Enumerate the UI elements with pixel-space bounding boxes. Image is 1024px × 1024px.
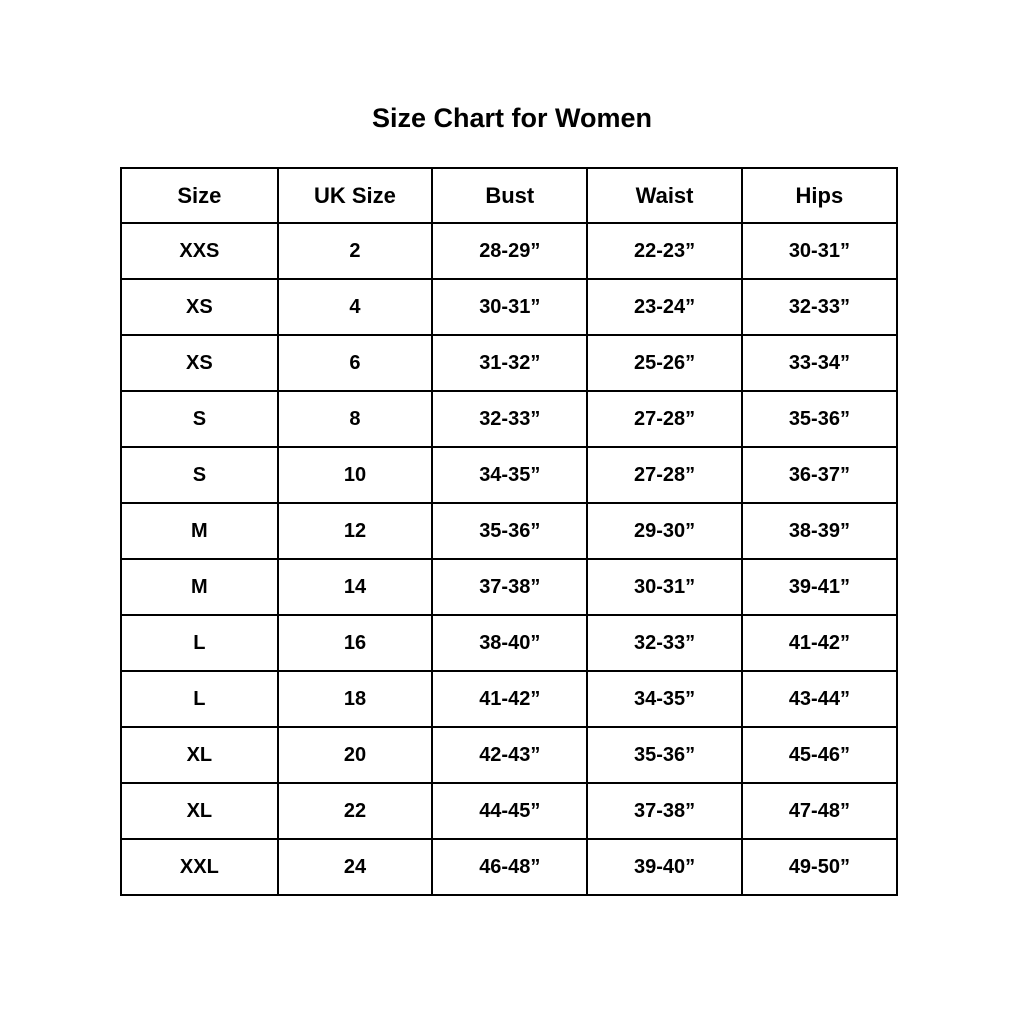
table-cell: 44-45” [431,782,589,840]
table-cell: 18 [276,670,434,728]
table-row: L 18 41-42” 34-35” 43-44” [120,670,899,728]
table-cell: 8 [276,390,434,448]
table-cell: 14 [276,558,434,616]
table-cell: L [120,670,279,728]
table-row: M 12 35-36” 29-30” 38-39” [120,502,899,560]
table-cell: 47-48” [740,782,899,840]
table-row: M 14 37-38” 30-31” 39-41” [120,558,899,616]
table-cell: S [120,446,279,504]
table-cell: 4 [276,278,434,336]
table-cell: 37-38” [431,558,589,616]
table-cell: 32-33” [740,278,899,336]
table-cell: 28-29” [431,222,589,280]
table-cell: 20 [276,726,434,784]
table-cell: 32-33” [586,614,743,672]
table-cell: 30-31” [586,558,743,616]
table-cell: L [120,614,279,672]
table-cell: 23-24” [586,278,743,336]
table-cell: 49-50” [740,838,899,896]
table-cell: 41-42” [431,670,589,728]
table-cell: 43-44” [740,670,899,728]
table-cell: 22-23” [586,222,743,280]
table-cell: 38-39” [740,502,899,560]
column-header-uk-size: UK Size [276,167,434,224]
table-cell: 34-35” [431,446,589,504]
table-cell: XXS [120,222,279,280]
table-row: XS 6 31-32” 25-26” 33-34” [120,334,899,392]
table-cell: 37-38” [586,782,743,840]
table-cell: XL [120,782,279,840]
table-cell: 36-37” [740,446,899,504]
header-row: Size UK Size Bust Waist Hips [120,167,899,224]
table-row: XL 22 44-45” 37-38” 47-48” [120,782,899,840]
table-row: XXL 24 46-48” 39-40” 49-50” [120,838,899,896]
column-header-size: Size [120,167,279,224]
column-header-waist: Waist [586,167,743,224]
table-cell: M [120,558,279,616]
table-cell: 35-36” [431,502,589,560]
page-title: Size Chart for Women [371,103,653,133]
table-row: XXS 2 28-29” 22-23” 30-31” [120,222,899,280]
table-cell: 39-40” [586,838,743,896]
table-cell: 10 [276,446,434,504]
table-cell: 27-28” [586,446,743,504]
table-cell: 31-32” [431,334,589,392]
table-cell: 32-33” [431,390,589,448]
table-cell: 45-46” [740,726,899,784]
column-header-bust: Bust [431,167,589,224]
table-cell: 35-36” [586,726,743,784]
table-cell: 24 [276,838,434,896]
table-cell: 29-30” [586,502,743,560]
table-cell: 22 [276,782,434,840]
table-cell: 27-28” [586,390,743,448]
table-row: S 10 34-35” 27-28” 36-37” [120,446,899,504]
table-cell: XS [120,334,279,392]
table-cell: 2 [276,222,434,280]
table-row: L 16 38-40” 32-33” 41-42” [120,614,899,672]
table-cell: 6 [276,334,434,392]
table-cell: XXL [120,838,279,896]
table-cell: XS [120,278,279,336]
table-cell: 41-42” [740,614,899,672]
table-cell: 30-31” [740,222,899,280]
table-cell: 34-35” [586,670,743,728]
table-cell: 30-31” [431,278,589,336]
table-cell: 35-36” [740,390,899,448]
table-cell: 16 [276,614,434,672]
table-header: Size UK Size Bust Waist Hips [120,167,899,224]
table-body: XXS 2 28-29” 22-23” 30-31” XS 4 30-31” 23-24” 32-… [120,222,899,896]
column-header-hips: Hips [740,167,899,224]
table-row: XS 4 30-31” 23-24” 32-33” [120,278,899,336]
table-cell: 25-26” [586,334,743,392]
table-row: XL 20 42-43” 35-36” 45-46” [120,726,899,784]
table-cell: XL [120,726,279,784]
table-cell: 38-40” [431,614,589,672]
size-chart-table: Size UK Size Bust Waist Hips XXS 2 28-29” 2… [120,167,899,896]
table-cell: M [120,502,279,560]
table-cell: 12 [276,502,434,560]
table-row: S 8 32-33” 27-28” 35-36” [120,390,899,448]
table-cell: 33-34” [740,334,899,392]
table-cell: 42-43” [431,726,589,784]
table-cell: 46-48” [431,838,589,896]
table-cell: S [120,390,279,448]
table-cell: 39-41” [740,558,899,616]
